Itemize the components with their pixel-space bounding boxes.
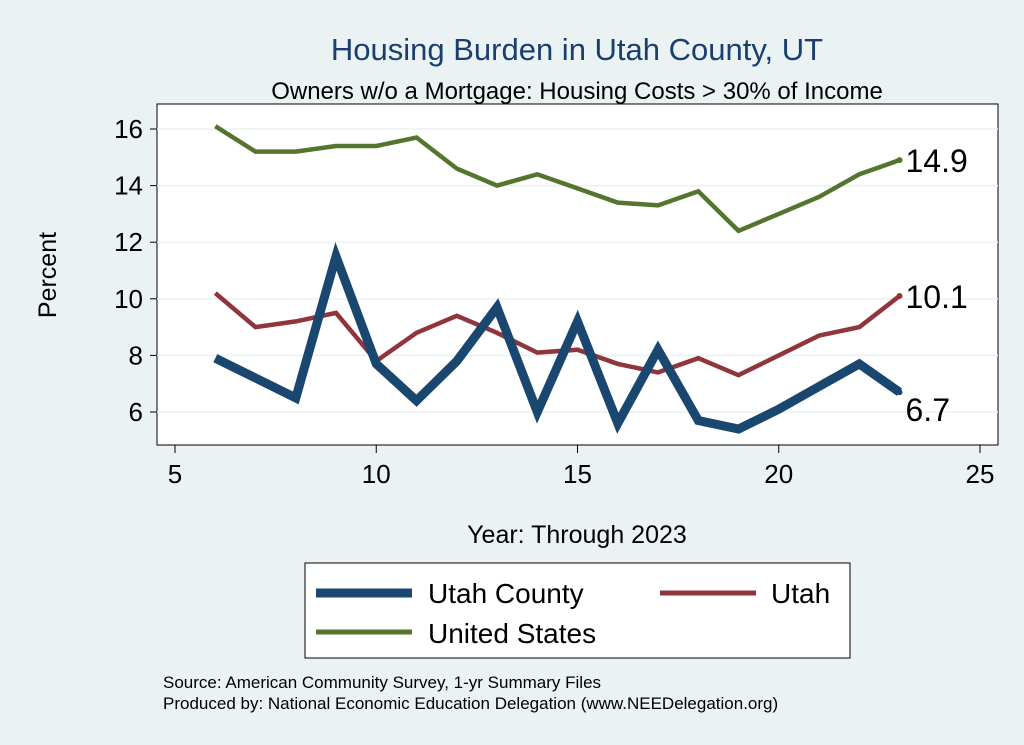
end-label-utah-county: 6.7 [906, 392, 950, 428]
x-tick-label: 15 [563, 459, 592, 489]
series-line-united-states [214, 124, 901, 234]
grid-lines [157, 128, 998, 413]
end-labels: 6.7 10.1 14.9 [896, 143, 968, 428]
x-tick-label: 25 [966, 459, 995, 489]
x-tick-label: 5 [168, 459, 182, 489]
y-tick-label: 10 [114, 284, 143, 314]
end-label-utah: 10.1 [906, 279, 968, 315]
y-tick-label: 8 [129, 340, 143, 370]
end-label-united-states: 14.9 [906, 143, 968, 179]
series-lines [213, 124, 903, 434]
y-tick-label: 14 [114, 171, 143, 201]
series-line-utah [213, 291, 901, 378]
y-tick-label: 12 [114, 227, 143, 257]
x-tick-label: 10 [362, 459, 391, 489]
chart-subtitle: Owners w/o a Mortgage: Housing Costs > 3… [271, 78, 883, 105]
source-note: Source: American Community Survey, 1-yr … [163, 673, 601, 692]
chart-title: Housing Burden in Utah County, UT [331, 32, 823, 67]
end-marker-utah [896, 292, 903, 299]
x-tick-label: 20 [764, 459, 793, 489]
y-axis: 6 8 10 12 14 16 [114, 114, 157, 427]
x-axis: 5 10 15 20 25 [168, 445, 995, 489]
legend-box [304, 562, 851, 659]
legend-label-utah-county: Utah County [428, 578, 584, 609]
legend-label-united-states: United States [428, 618, 596, 649]
y-axis-title: Percent [34, 232, 62, 318]
producer-note: Produced by: National Economic Education… [163, 694, 778, 713]
x-axis-title: Year: Through 2023 [467, 521, 687, 549]
y-tick-label: 16 [114, 114, 143, 144]
y-tick-label: 6 [129, 397, 143, 427]
legend: Utah County Utah United States [304, 562, 851, 659]
end-marker-utah-county [896, 389, 903, 396]
legend-label-utah: Utah [771, 578, 830, 609]
series-line-utah-county [213, 242, 903, 434]
end-marker-united-states [896, 157, 903, 164]
